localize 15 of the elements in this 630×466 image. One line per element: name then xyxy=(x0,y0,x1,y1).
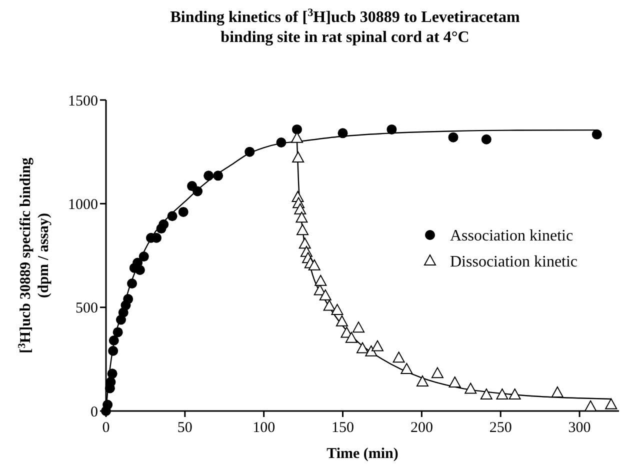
x-tick-label: 150 xyxy=(332,420,354,436)
y-tick-label: 500 xyxy=(76,300,98,317)
x-tick-label: 250 xyxy=(489,420,512,436)
y-tick-label: 0 xyxy=(90,404,98,420)
x-tick-label: 0 xyxy=(102,420,110,436)
x-tick-label: 50 xyxy=(177,420,192,436)
x-axis-title: Time (min) xyxy=(326,446,398,462)
legend-label: Association kinetic xyxy=(450,228,574,245)
x-tick-label: 200 xyxy=(410,420,433,436)
y-tick-label: 1500 xyxy=(68,93,98,110)
x-tick-label: 300 xyxy=(568,420,591,436)
x-tick-label: 100 xyxy=(252,420,276,436)
legend-label: Dissociation kinetic xyxy=(450,254,578,271)
chart-title: Binding kinetics of [$^{3}$H]ucb 30889 to Levetiracetam binding site in rat spinal cord at 4°C xyxy=(170,7,520,46)
y-tick-label: 1000 xyxy=(68,196,98,213)
